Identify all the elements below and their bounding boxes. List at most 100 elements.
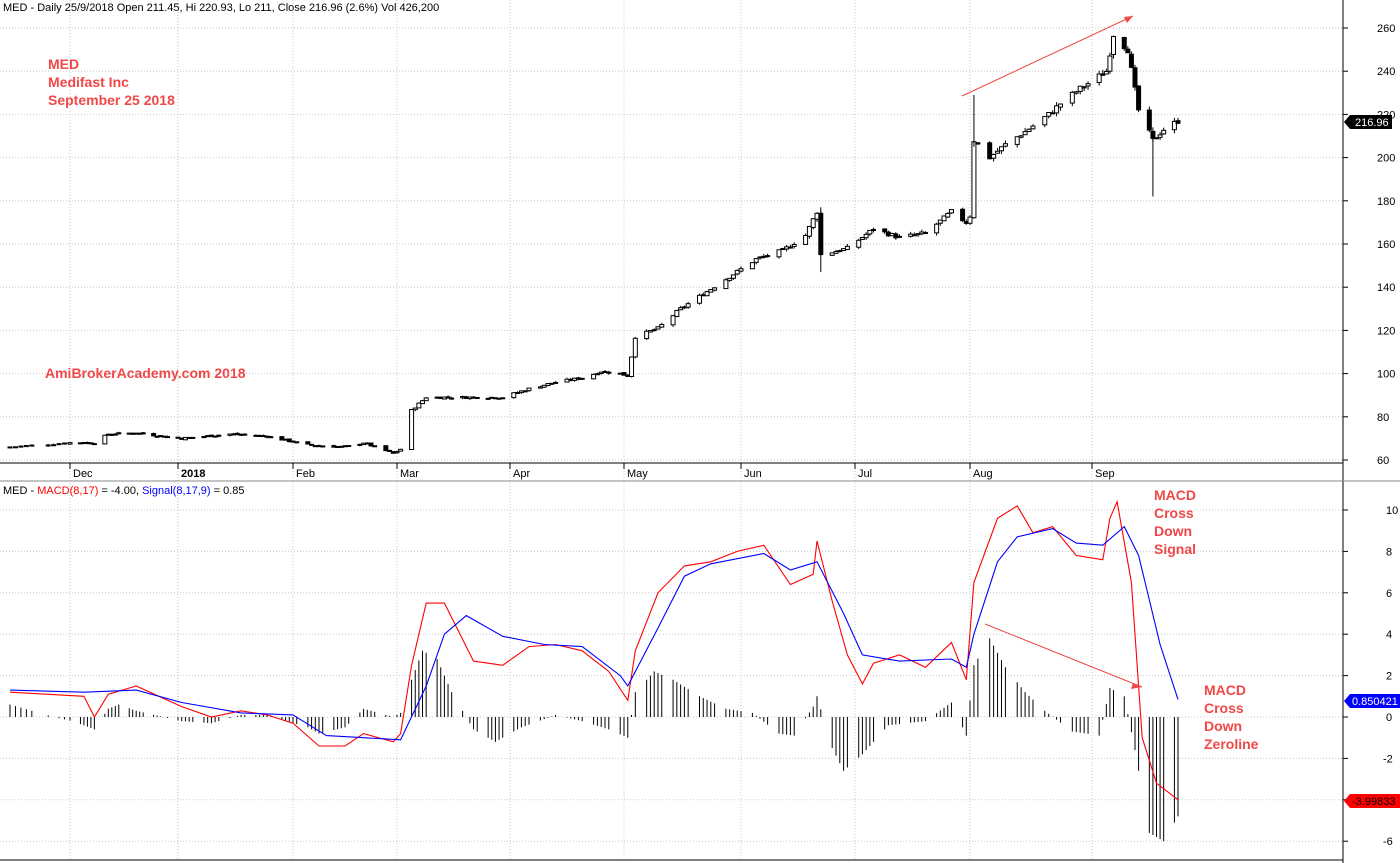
- candle-body: [1128, 53, 1134, 68]
- month-label: Mar: [400, 468, 419, 480]
- candle-body: [945, 213, 951, 218]
- candle-body: [749, 262, 755, 270]
- candle-body: [1054, 105, 1060, 114]
- candle-body: [216, 434, 222, 437]
- candle-body: [941, 215, 947, 222]
- candle-body: [320, 445, 326, 448]
- note-cross-signal-line-4: Signal: [1154, 541, 1196, 557]
- candle-body: [62, 442, 68, 445]
- candle-body: [1175, 120, 1181, 124]
- candle-body: [1018, 135, 1024, 138]
- candle-body: [286, 438, 292, 443]
- note-cross-zero-line-2: Cross: [1204, 700, 1244, 716]
- candle-body: [526, 387, 532, 392]
- candle-body: [670, 315, 676, 326]
- note-cross-zero-line-4: Zeroline: [1204, 736, 1259, 752]
- candle-body: [829, 252, 835, 256]
- candle-body: [803, 234, 809, 245]
- candle-body: [12, 446, 18, 449]
- signal-tag-bg: [1344, 694, 1400, 708]
- candle-body: [294, 441, 300, 444]
- candle-body: [859, 237, 865, 240]
- candle-body: [112, 433, 118, 436]
- candle-body: [18, 445, 24, 448]
- candle-body: [844, 245, 850, 250]
- candle-body: [787, 246, 793, 249]
- candle-body: [102, 434, 108, 445]
- signal-tag-value: 0.850421: [1352, 696, 1398, 708]
- macd-tick-label: -6: [1383, 836, 1393, 848]
- candle-body: [242, 433, 248, 436]
- candle-body: [398, 448, 404, 452]
- price-tag: 216.96: [1344, 115, 1392, 129]
- candle-body: [948, 209, 954, 214]
- macd-tick-label: 8: [1386, 546, 1392, 558]
- candle-body: [394, 451, 400, 454]
- candle-body: [67, 442, 73, 445]
- candle-body: [522, 390, 528, 393]
- candle-body: [837, 250, 843, 253]
- price-tag-bg: [1344, 115, 1392, 129]
- candle-body: [387, 449, 393, 452]
- candle-body: [412, 407, 418, 411]
- candle-body: [500, 397, 506, 400]
- candle-body: [647, 329, 653, 333]
- candle-body: [1077, 85, 1083, 92]
- signal-line: [9, 525, 1179, 741]
- candle-body: [449, 397, 455, 400]
- company-annotation: Medifast Inc: [48, 74, 129, 90]
- price-tick-label: 180: [1377, 196, 1395, 208]
- candle-body: [1100, 73, 1106, 76]
- candle-body: [659, 323, 665, 328]
- candle-body: [967, 216, 973, 224]
- macd-lines: [9, 499, 1179, 801]
- macd-panel-header: MED - MACD(8,17) = -4.00, Signal(8,17,9)…: [3, 485, 245, 497]
- candle-body: [1136, 85, 1142, 111]
- candle-body: [791, 244, 797, 247]
- macd-tick-label: -2: [1383, 753, 1393, 765]
- month-label: May: [627, 468, 648, 480]
- note-cross-signal-line-3: Down: [1154, 523, 1192, 539]
- uptrend-arrow: [961, 15, 1134, 97]
- month-label: Sep: [1095, 468, 1115, 480]
- price-tick-label: 260: [1377, 23, 1395, 35]
- grid-lines: [0, 0, 1343, 860]
- candle-body: [91, 443, 97, 446]
- candle-body: [56, 443, 62, 446]
- date-annotation: September 25 2018: [48, 92, 175, 108]
- candle-body: [867, 229, 873, 235]
- candle-body: [911, 234, 917, 237]
- candle-body: [346, 445, 352, 448]
- candle-body: [140, 432, 146, 435]
- macd-tick-label: 10: [1386, 505, 1398, 517]
- month-label: Apr: [513, 468, 530, 480]
- macd-tag-value: -3.99833: [1352, 796, 1395, 808]
- candle-body: [190, 436, 196, 439]
- macd-header-signal-value: = 0.85: [211, 485, 245, 497]
- candle-body: [409, 408, 415, 451]
- candle-body: [51, 444, 57, 447]
- price-tick-label: 80: [1377, 412, 1389, 424]
- macd-tick-label: 0: [1386, 712, 1392, 724]
- candle-body: [1132, 67, 1138, 88]
- candle-body: [151, 433, 157, 437]
- candle-body: [629, 356, 635, 377]
- candle-body: [1107, 55, 1113, 72]
- candle-body: [1111, 36, 1116, 55]
- candle-body: [1121, 36, 1127, 50]
- macd-tag: -3.99833: [1344, 794, 1400, 808]
- candle-body: [606, 371, 612, 374]
- macd-tick-label: 6: [1386, 588, 1392, 600]
- macd-header-prefix: MED -: [3, 485, 37, 497]
- candle-body: [922, 232, 928, 235]
- candle-body: [1081, 86, 1087, 89]
- candle-body: [511, 392, 517, 399]
- candle-body: [644, 330, 650, 340]
- candle-body: [445, 396, 451, 399]
- candle-body: [1085, 83, 1091, 87]
- candle-body: [368, 442, 374, 447]
- candle-body: [696, 294, 702, 304]
- candle-body: [998, 146, 1004, 152]
